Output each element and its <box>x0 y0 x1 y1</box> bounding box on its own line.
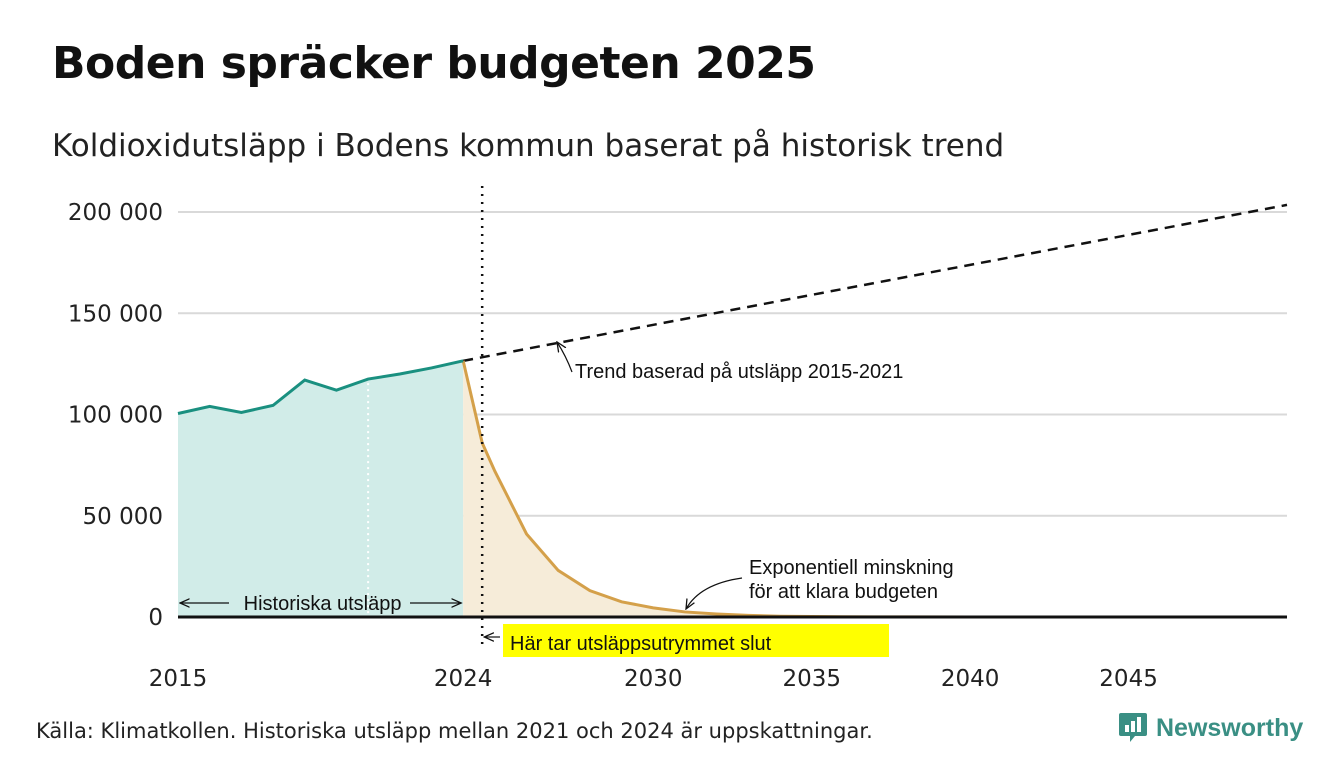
historical-label: Historiska utsläpp <box>244 593 402 615</box>
y-tick-label: 50 000 <box>83 504 163 530</box>
budget-end-highlight <box>503 624 889 657</box>
trend-arrow <box>557 342 573 373</box>
y-tick-label: 0 <box>148 605 163 631</box>
brand-name: Newsworthy <box>1156 713 1304 742</box>
x-axis: 2015 2024 2030 2035 2040 2045 <box>149 666 1158 692</box>
x-tick-label: 2045 <box>1099 666 1158 692</box>
historical-line <box>177 359 464 415</box>
x-tick-label: 2024 <box>434 666 493 692</box>
budget-area <box>463 360 1288 617</box>
x-tick-label: 2035 <box>782 666 841 692</box>
y-tick-label: 100 000 <box>68 403 163 429</box>
chat-bubble-bar-chart-icon <box>1119 713 1147 742</box>
source-note: Källa: Klimatkollen. Historiska utsläpp … <box>36 719 873 743</box>
x-tick-label: 2015 <box>149 666 208 692</box>
historical-area <box>178 360 464 617</box>
x-tick-label: 2030 <box>624 666 683 692</box>
chart-subtitle: Koldioxidutsläpp i Bodens kommun baserat… <box>52 128 1005 164</box>
y-tick-label: 150 000 <box>68 301 163 327</box>
chart-lines <box>177 186 1288 650</box>
y-axis: 0 50 000 100 000 150 000 200 000 <box>68 200 163 631</box>
decline-label-line1: Exponentiell minskning <box>749 557 954 579</box>
decline-label-line2: för att klara budgeten <box>749 581 938 603</box>
brand-logo[interactable]: Newsworthy <box>1118 712 1303 744</box>
chart-annotations: Trend baserad på utsläpp 2015-2021 Expone… <box>180 342 954 657</box>
chart-title: Boden spräcker budgeten 2025 <box>52 38 816 89</box>
chart-areas <box>178 360 1288 617</box>
decline-arrow <box>686 577 743 609</box>
budget-end-label: Här tar utsläppsutrymmet slut <box>510 633 772 655</box>
emissions-chart: 0 50 000 100 000 150 000 200 000 2015 2024 203… <box>68 186 1288 692</box>
y-tick-label: 200 000 <box>68 200 163 226</box>
trend-label: Trend baserad på utsläpp 2015-2021 <box>575 361 903 383</box>
x-tick-label: 2040 <box>941 666 1000 692</box>
trend-line <box>462 203 1288 363</box>
